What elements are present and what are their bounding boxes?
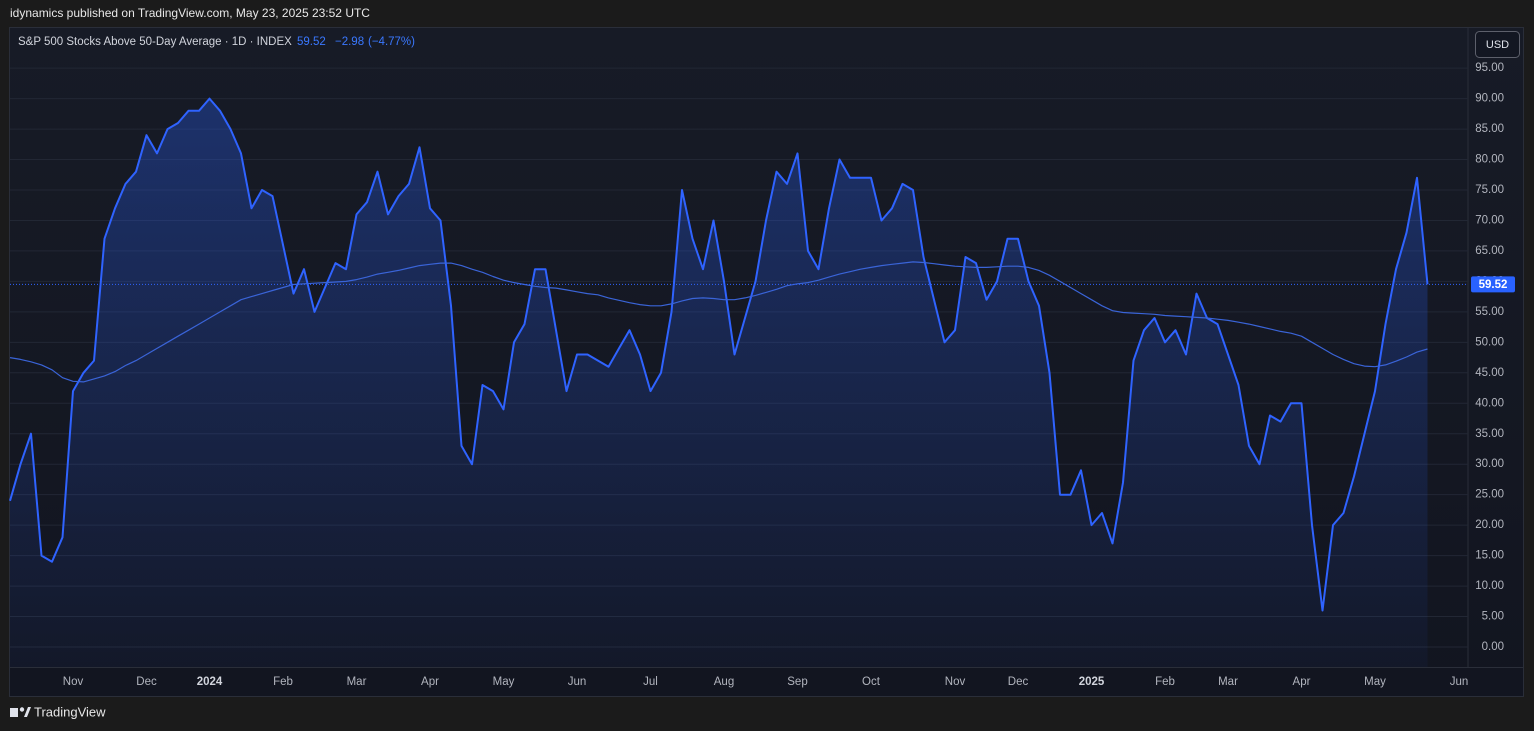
price-line — [9, 97, 1429, 612]
y-tick-label: 0.00 — [1482, 641, 1504, 653]
x-tick-label: Mar — [347, 676, 367, 688]
y-tick-label: 95.00 — [1475, 62, 1504, 74]
last-price-tag — [1471, 276, 1515, 293]
x-tick-label: May — [493, 676, 515, 688]
brand: TradingView — [34, 704, 106, 719]
y-tick-label: 90.00 — [1475, 93, 1504, 105]
x-tick-label: Jun — [568, 676, 587, 688]
brand-logo — [10, 707, 31, 717]
x-tick-label: Dec — [136, 676, 157, 688]
x-tick-label: Nov — [945, 676, 966, 688]
y-tick-label: 45.00 — [1475, 367, 1504, 379]
area — [10, 98, 1428, 668]
x-tick-label: Aug — [714, 676, 734, 688]
y-tick-label: 25.00 — [1475, 489, 1504, 501]
y-tick-label: 5.00 — [1482, 611, 1504, 623]
x-tick-label: 2024 — [197, 676, 223, 688]
x-tick-label: Apr — [421, 676, 439, 688]
x-tick-label: Oct — [862, 676, 881, 688]
y-tick-label: 35.00 — [1475, 428, 1504, 440]
currency-label[interactable]: USD — [1486, 39, 1509, 51]
x-tick-label: Jul — [643, 676, 658, 688]
x-tick-label: Feb — [1155, 676, 1175, 688]
x-tick-label: Feb — [273, 676, 293, 688]
y-tick-label: 50.00 — [1475, 336, 1504, 348]
y-tick-label: 30.00 — [1475, 458, 1504, 470]
last-value: 59.52 — [297, 36, 326, 48]
currency-button[interactable] — [1475, 31, 1520, 58]
x-tick-label: Apr — [1293, 676, 1311, 688]
y-tick-label: 55.00 — [1475, 306, 1504, 318]
x-tick-label: May — [1364, 676, 1386, 688]
last-price-label: 59.52 — [1479, 279, 1508, 291]
x-tick-label: Sep — [787, 676, 807, 688]
x-tick-label: Dec — [1008, 676, 1029, 688]
average-line — [9, 261, 1428, 383]
y-tick-label: 20.00 — [1475, 519, 1504, 531]
y-tick-label: 75.00 — [1475, 184, 1504, 196]
x-tick-label: Jun — [1450, 676, 1469, 688]
y-tick-label: 85.00 — [1475, 123, 1504, 135]
y-tick-label: 10.00 — [1475, 580, 1504, 592]
published-note: idynamics published on TradingView.com, … — [10, 6, 370, 20]
x-tick-label: Nov — [63, 676, 84, 688]
y-tick-label: 15.00 — [1475, 550, 1504, 562]
chart-title: S&P 500 Stocks Above 50-Day Average · 1D… — [18, 36, 292, 48]
y-tick-label: 65.00 — [1475, 245, 1504, 257]
y-tick-label: 80.00 — [1475, 154, 1504, 166]
x-tick-label: 2025 — [1079, 676, 1105, 688]
y-tick-label: 40.00 — [1475, 397, 1504, 409]
x-tick-label: Mar — [1218, 676, 1238, 688]
y-tick-label: 70.00 — [1475, 214, 1504, 226]
change: −2.98 — [335, 36, 364, 48]
change-percent: (−4.77%) — [368, 36, 415, 48]
